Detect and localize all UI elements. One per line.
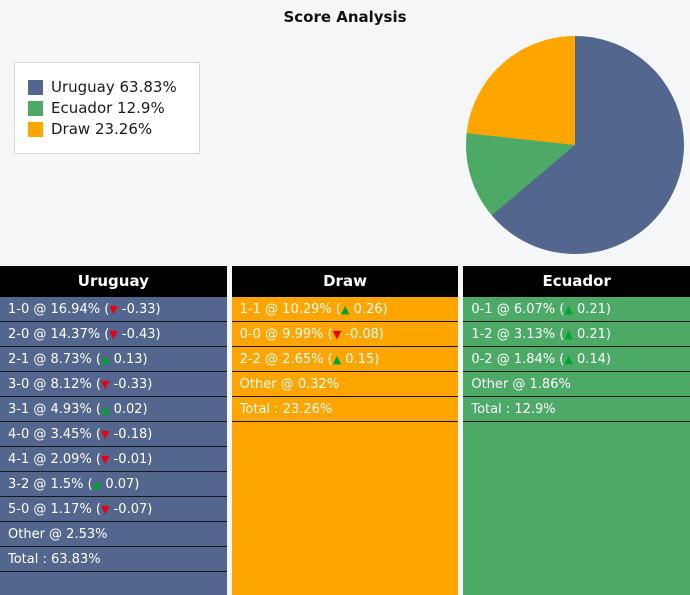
table-body-ecuador: 0-1 @ 6.07% (▲ 0.21) 1-2 @ 3.13% (▲ 0.21)… — [463, 297, 690, 595]
score-row: 4-0 @ 3.45% (▼ -0.18) — [0, 422, 227, 447]
score-row: 3-1 @ 4.93% (▲ 0.02) — [0, 397, 227, 422]
legend-item: Draw 23.26% — [28, 120, 177, 138]
arrow-down-icon: ▼ — [101, 503, 110, 516]
table-header-uruguay: Uruguay — [0, 266, 227, 297]
score-tables: Uruguay 1-0 @ 16.94% (▼ -0.33) 2-0 @ 14.3… — [0, 266, 690, 595]
arrow-down-icon: ▼ — [332, 328, 342, 341]
score-row: 3-0 @ 8.12% (▼ -0.33) — [0, 372, 227, 397]
pie-chart — [466, 36, 684, 254]
score-row: Total : 23.26% — [231, 397, 459, 422]
arrow-up-icon: ▲ — [564, 303, 573, 316]
score-row: Other @ 0.32% — [231, 372, 459, 397]
score-row: 0-2 @ 1.84% (▲ 0.14) — [463, 347, 690, 372]
arrow-down-icon: ▼ — [109, 328, 118, 341]
score-table-ecuador: Ecuador 0-1 @ 6.07% (▲ 0.21) 1-2 @ 3.13% … — [463, 266, 690, 595]
legend-swatch — [28, 100, 43, 116]
score-row: 0-1 @ 6.07% (▲ 0.21) — [463, 297, 690, 322]
arrow-up-icon: ▲ — [92, 478, 102, 491]
score-row: 2-0 @ 14.37% (▼ -0.43) — [0, 322, 227, 347]
score-row: 1-2 @ 3.13% (▲ 0.21) — [463, 322, 690, 347]
table-body-uruguay: 1-0 @ 16.94% (▼ -0.33) 2-0 @ 14.37% (▼ -0… — [0, 297, 227, 595]
chart-area: Score Analysis Uruguay 63.83% Ecuador 12.… — [0, 0, 690, 266]
legend-item: Ecuador 12.9% — [28, 99, 177, 117]
legend-item: Uruguay 63.83% — [28, 78, 177, 96]
score-row: 1-0 @ 16.94% (▼ -0.33) — [0, 297, 227, 322]
arrow-down-icon: ▼ — [101, 428, 110, 441]
arrow-up-icon: ▲ — [101, 403, 110, 416]
legend-label: Uruguay 63.83% — [51, 78, 177, 96]
legend-swatch — [28, 79, 43, 95]
arrow-up-icon: ▲ — [564, 353, 573, 366]
score-row: 4-1 @ 2.09% (▼ -0.01) — [0, 447, 227, 472]
table-header-ecuador: Ecuador — [463, 266, 690, 297]
score-row: Other @ 1.86% — [463, 372, 690, 397]
page-title: Score Analysis — [283, 8, 407, 26]
score-row: 2-1 @ 8.73% (▲ 0.13) — [0, 347, 227, 372]
score-row: 1-1 @ 10.29% (▲ 0.26) — [231, 297, 459, 322]
legend: Uruguay 63.83% Ecuador 12.9% Draw 23.26% — [14, 62, 200, 154]
legend-label: Ecuador 12.9% — [51, 99, 165, 117]
arrow-down-icon: ▼ — [101, 453, 110, 466]
arrow-up-icon: ▲ — [340, 303, 350, 316]
score-row: Total : 12.9% — [463, 397, 690, 422]
arrow-down-icon: ▼ — [109, 303, 118, 316]
arrow-up-icon: ▲ — [564, 328, 573, 341]
score-row: 2-2 @ 2.65% (▲ 0.15) — [231, 347, 459, 372]
score-row: 0-0 @ 9.99% (▼ -0.08) — [231, 322, 459, 347]
table-body-draw: 1-1 @ 10.29% (▲ 0.26) 0-0 @ 9.99% (▼ -0.0… — [231, 297, 459, 595]
score-row: 5-0 @ 1.17% (▼ -0.07) — [0, 497, 227, 522]
arrow-up-icon: ▲ — [101, 353, 110, 366]
legend-label: Draw 23.26% — [51, 120, 153, 138]
score-row: Total : 63.83% — [0, 547, 227, 572]
legend-swatch — [28, 121, 43, 137]
table-header-draw: Draw — [231, 266, 459, 297]
score-table-draw: Draw 1-1 @ 10.29% (▲ 0.26) 0-0 @ 9.99% (▼… — [231, 266, 459, 595]
arrow-down-icon: ▼ — [101, 378, 110, 391]
arrow-up-icon: ▲ — [332, 353, 342, 366]
score-table-uruguay: Uruguay 1-0 @ 16.94% (▼ -0.33) 2-0 @ 14.3… — [0, 266, 227, 595]
score-row: 3-2 @ 1.5% (▲ 0.07) — [0, 472, 227, 497]
score-row: Other @ 2.53% — [0, 522, 227, 547]
